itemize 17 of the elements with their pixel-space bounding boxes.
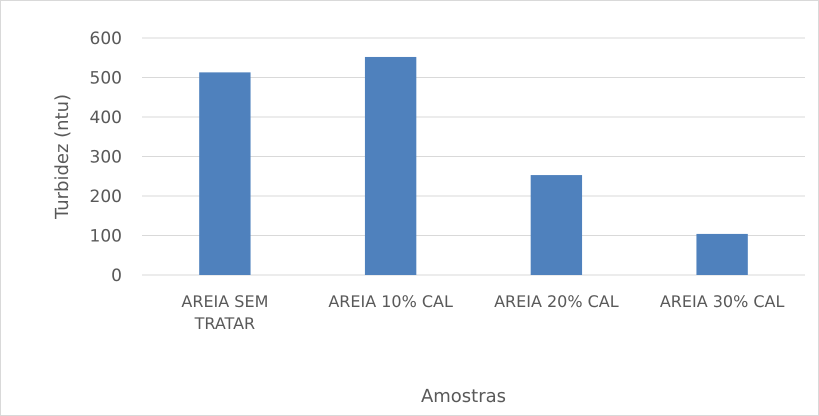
y-axis-title: Turbidez (ntu) [52,94,73,220]
bar [530,175,582,275]
x-tick-label: AREIA 10% CAL [328,292,454,311]
x-tick-label: AREIA SEM TRATAR [181,292,268,333]
bar [364,56,416,275]
x-tick-label: AREIA 20% CAL [494,292,619,311]
y-tick-label: 600 [90,28,122,49]
y-tick-label: 500 [90,68,122,88]
bar [696,234,748,275]
y-tick-label: 200 [90,186,122,207]
bar [199,72,251,275]
y-tick-label: 100 [90,226,122,246]
x-axis-title: Amostras [420,386,506,407]
y-tick-label: 300 [90,147,122,168]
y-tick-label: 0 [111,266,122,286]
x-tick-label: AREIA 30% CAL [660,292,785,311]
y-tick-label: 400 [90,108,122,128]
